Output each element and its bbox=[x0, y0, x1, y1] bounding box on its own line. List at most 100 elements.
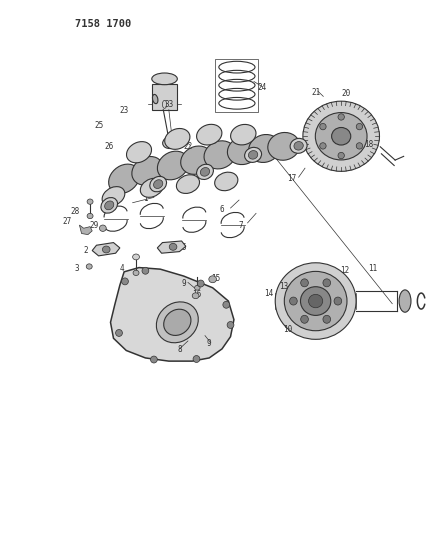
Ellipse shape bbox=[140, 179, 163, 197]
Ellipse shape bbox=[197, 280, 204, 287]
Ellipse shape bbox=[87, 213, 93, 219]
Ellipse shape bbox=[314, 112, 366, 160]
Text: 17: 17 bbox=[287, 174, 296, 183]
Bar bbox=[215, 59, 258, 112]
Text: 1: 1 bbox=[143, 194, 147, 203]
Ellipse shape bbox=[133, 270, 139, 276]
Ellipse shape bbox=[248, 134, 280, 163]
Text: 14: 14 bbox=[264, 288, 273, 297]
Ellipse shape bbox=[121, 278, 128, 285]
Text: 10: 10 bbox=[283, 325, 292, 334]
Ellipse shape bbox=[99, 225, 106, 231]
Ellipse shape bbox=[337, 114, 343, 120]
Ellipse shape bbox=[151, 73, 177, 85]
Text: 28: 28 bbox=[70, 207, 80, 216]
Text: 18: 18 bbox=[363, 140, 373, 149]
Ellipse shape bbox=[196, 164, 213, 180]
Text: 7158 1700: 7158 1700 bbox=[75, 19, 131, 29]
Ellipse shape bbox=[355, 124, 362, 130]
Text: 33: 33 bbox=[164, 100, 173, 109]
Ellipse shape bbox=[267, 133, 299, 160]
Ellipse shape bbox=[322, 316, 330, 324]
Text: 4: 4 bbox=[119, 264, 124, 272]
Text: 24: 24 bbox=[257, 83, 266, 92]
Text: 12: 12 bbox=[339, 266, 348, 275]
Ellipse shape bbox=[293, 142, 302, 150]
Ellipse shape bbox=[204, 141, 235, 169]
Polygon shape bbox=[151, 84, 177, 110]
Ellipse shape bbox=[108, 164, 139, 193]
Ellipse shape bbox=[300, 287, 330, 316]
Text: 23: 23 bbox=[119, 106, 129, 115]
Ellipse shape bbox=[192, 293, 199, 298]
Text: 15: 15 bbox=[210, 273, 220, 282]
Ellipse shape bbox=[289, 297, 296, 305]
Ellipse shape bbox=[163, 309, 190, 335]
Ellipse shape bbox=[319, 143, 325, 149]
Text: 16: 16 bbox=[191, 290, 201, 299]
Ellipse shape bbox=[398, 290, 410, 312]
Text: 9: 9 bbox=[211, 137, 215, 146]
Ellipse shape bbox=[162, 137, 177, 149]
Ellipse shape bbox=[244, 147, 261, 163]
Text: 8: 8 bbox=[177, 345, 181, 354]
Text: 19: 19 bbox=[335, 134, 344, 143]
Text: 9: 9 bbox=[207, 339, 211, 348]
Text: 2: 2 bbox=[83, 246, 88, 255]
Ellipse shape bbox=[227, 136, 259, 165]
Ellipse shape bbox=[156, 302, 198, 343]
Text: 7: 7 bbox=[238, 221, 243, 230]
Polygon shape bbox=[110, 268, 233, 361]
Text: 20: 20 bbox=[341, 89, 350, 98]
Polygon shape bbox=[157, 241, 185, 253]
Ellipse shape bbox=[214, 172, 237, 191]
Text: 29: 29 bbox=[89, 221, 99, 230]
Ellipse shape bbox=[300, 279, 308, 287]
Ellipse shape bbox=[289, 139, 306, 154]
Ellipse shape bbox=[222, 301, 229, 308]
Ellipse shape bbox=[302, 101, 379, 171]
Ellipse shape bbox=[308, 294, 322, 308]
Ellipse shape bbox=[208, 276, 216, 282]
Text: 9: 9 bbox=[181, 279, 186, 288]
Ellipse shape bbox=[102, 187, 124, 206]
Ellipse shape bbox=[102, 246, 110, 253]
Ellipse shape bbox=[87, 199, 93, 204]
Ellipse shape bbox=[153, 180, 162, 189]
Ellipse shape bbox=[355, 143, 362, 149]
Ellipse shape bbox=[230, 124, 256, 145]
Text: 27: 27 bbox=[62, 217, 71, 226]
Ellipse shape bbox=[180, 146, 212, 174]
Ellipse shape bbox=[319, 124, 325, 130]
Ellipse shape bbox=[331, 127, 350, 145]
Ellipse shape bbox=[132, 157, 163, 185]
Text: 26: 26 bbox=[104, 142, 114, 151]
Ellipse shape bbox=[333, 297, 341, 305]
Ellipse shape bbox=[86, 264, 92, 269]
Ellipse shape bbox=[142, 267, 148, 274]
Text: 7: 7 bbox=[251, 153, 256, 162]
Ellipse shape bbox=[132, 254, 139, 260]
Text: 21: 21 bbox=[310, 87, 320, 96]
Ellipse shape bbox=[193, 356, 199, 362]
Text: 13: 13 bbox=[279, 282, 288, 291]
Ellipse shape bbox=[337, 152, 343, 159]
Text: 3: 3 bbox=[75, 264, 79, 272]
Ellipse shape bbox=[196, 124, 222, 145]
Text: 11: 11 bbox=[368, 264, 377, 272]
Text: 25: 25 bbox=[94, 121, 103, 130]
Text: 6: 6 bbox=[219, 205, 224, 214]
Ellipse shape bbox=[300, 316, 308, 324]
Ellipse shape bbox=[152, 94, 158, 104]
Ellipse shape bbox=[150, 176, 166, 192]
Ellipse shape bbox=[200, 167, 209, 176]
Ellipse shape bbox=[104, 201, 114, 210]
Ellipse shape bbox=[322, 279, 330, 287]
Ellipse shape bbox=[176, 175, 199, 193]
Polygon shape bbox=[79, 225, 92, 235]
Ellipse shape bbox=[169, 244, 176, 251]
Ellipse shape bbox=[194, 285, 200, 290]
Ellipse shape bbox=[164, 128, 190, 149]
Polygon shape bbox=[92, 243, 120, 256]
Ellipse shape bbox=[275, 263, 355, 340]
